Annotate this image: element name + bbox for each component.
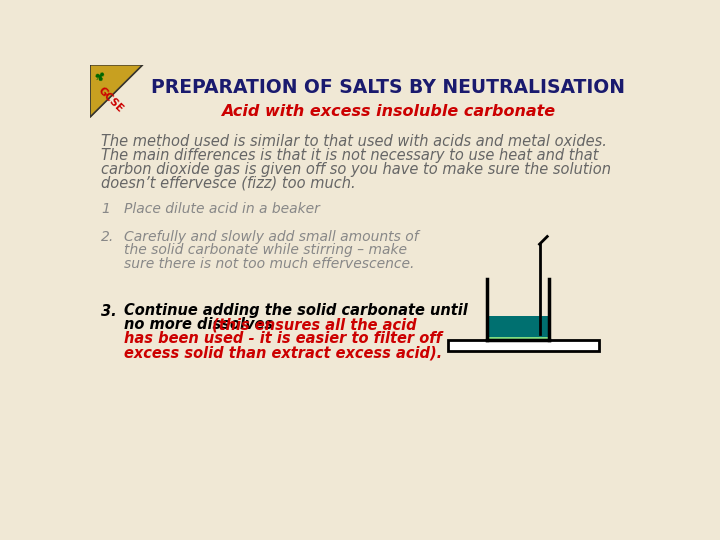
Text: (this ensures all the acid: (this ensures all the acid: [212, 318, 417, 332]
Bar: [448, 340, 599, 351]
Bar: [487, 316, 549, 340]
Text: the solid carbonate while stirring – make: the solid carbonate while stirring – mak…: [124, 244, 407, 258]
Bar: [487, 336, 549, 340]
Text: Acid with excess insoluble carbonate: Acid with excess insoluble carbonate: [221, 104, 555, 118]
Text: 1: 1: [101, 202, 109, 216]
Text: 3.: 3.: [101, 303, 117, 319]
Text: no more dissolves: no more dissolves: [124, 318, 279, 332]
Text: doesn’t effervesce (fizz) too much.: doesn’t effervesce (fizz) too much.: [101, 176, 356, 191]
Text: GCSE: GCSE: [96, 86, 125, 114]
Text: PREPARATION OF SALTS BY NEUTRALISATION: PREPARATION OF SALTS BY NEUTRALISATION: [151, 78, 626, 97]
Text: 2.: 2.: [101, 231, 114, 244]
Text: The method used is similar to that used with acids and metal oxides.: The method used is similar to that used …: [101, 134, 607, 149]
Polygon shape: [90, 65, 143, 117]
Text: carbon dioxide gas is given off so you have to make sure the solution: carbon dioxide gas is given off so you h…: [101, 162, 611, 177]
Text: ♣: ♣: [89, 69, 107, 86]
Text: sure there is not too much effervescence.: sure there is not too much effervescence…: [124, 256, 415, 271]
Text: Continue adding the solid carbonate until: Continue adding the solid carbonate unti…: [124, 303, 468, 319]
Text: has been used - it is easier to filter off: has been used - it is easier to filter o…: [124, 331, 442, 346]
Text: Carefully and slowly add small amounts of: Carefully and slowly add small amounts o…: [124, 231, 419, 244]
Text: excess solid than extract excess acid).: excess solid than extract excess acid).: [124, 345, 442, 360]
Text: Place dilute acid in a beaker: Place dilute acid in a beaker: [124, 202, 320, 216]
Text: The main differences is that it is not necessary to use heat and that: The main differences is that it is not n…: [101, 148, 598, 163]
